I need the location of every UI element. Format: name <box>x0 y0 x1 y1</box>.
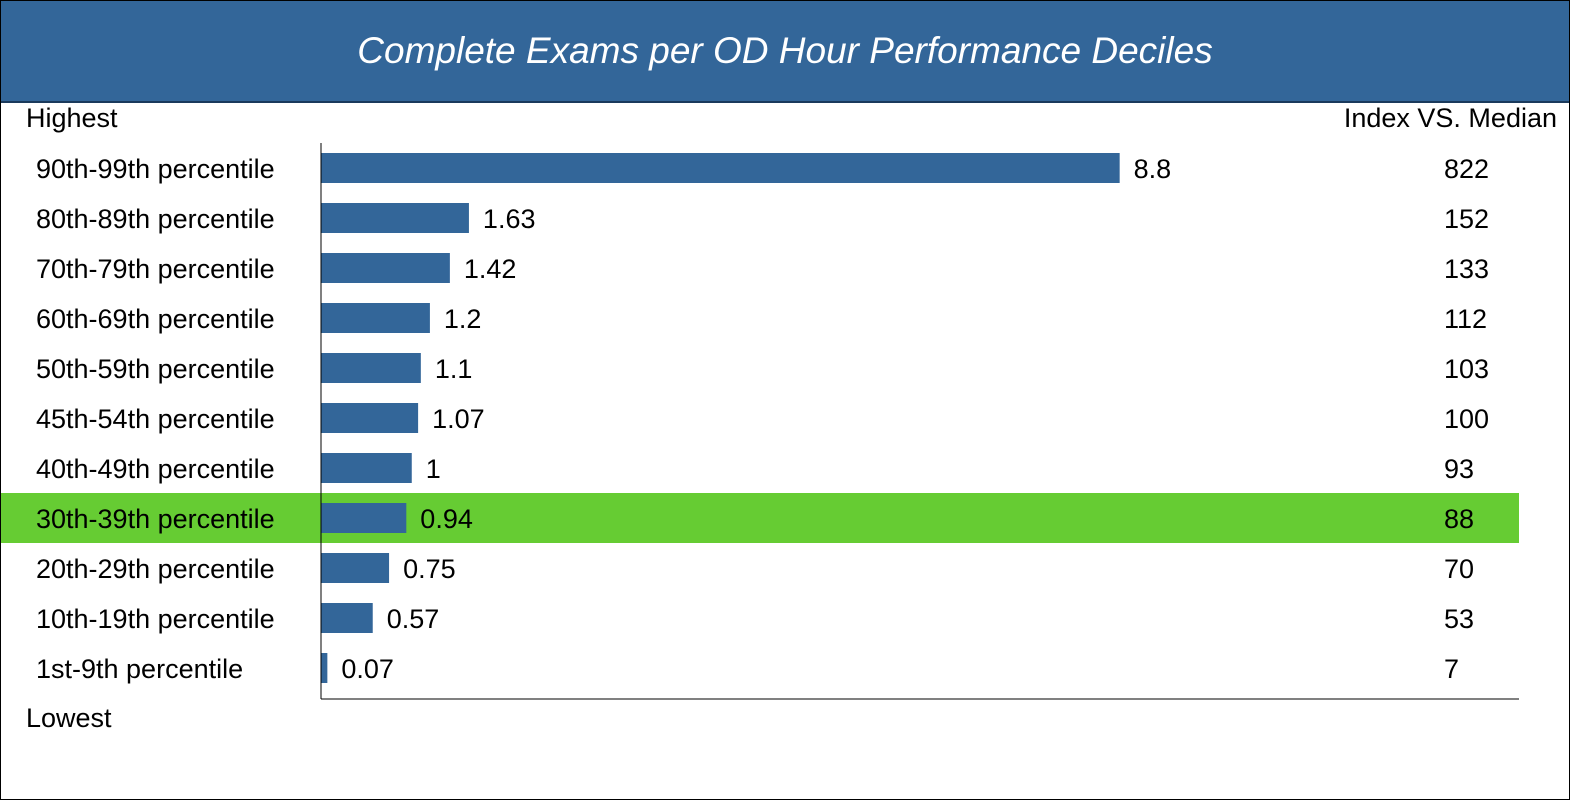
bar <box>321 153 1120 183</box>
category-label: 1st-9th percentile <box>36 654 243 684</box>
highlight-row <box>1 493 1519 543</box>
category-label: 60th-69th percentile <box>36 304 275 334</box>
category-label: 30th-39th percentile <box>36 504 275 534</box>
index-value: 93 <box>1444 454 1474 484</box>
bar <box>321 353 421 383</box>
lowest-label: Lowest <box>26 703 112 733</box>
chart-title: Complete Exams per OD Hour Performance D… <box>357 30 1213 71</box>
bar <box>321 253 450 283</box>
index-value: 112 <box>1444 304 1487 334</box>
category-label: 50th-59th percentile <box>36 354 275 384</box>
index-value: 7 <box>1444 654 1459 684</box>
value-label: 1.42 <box>464 254 517 284</box>
value-label: 0.94 <box>420 504 473 534</box>
bar <box>321 653 328 683</box>
index-value: 133 <box>1444 254 1489 284</box>
value-label: 8.8 <box>1134 154 1172 184</box>
bar <box>321 303 430 333</box>
bar <box>321 603 373 633</box>
bar <box>321 203 469 233</box>
highest-label: Highest <box>26 103 118 133</box>
value-label: 1.07 <box>432 404 485 434</box>
index-value: 100 <box>1444 404 1489 434</box>
category-label: 90th-99th percentile <box>36 154 275 184</box>
value-label: 0.75 <box>403 554 456 584</box>
category-label: 70th-79th percentile <box>36 254 275 284</box>
index-vs-median-header: Index VS. Median <box>1343 103 1557 133</box>
value-label: 0.57 <box>387 604 440 634</box>
value-label: 1 <box>426 454 441 484</box>
bar <box>321 453 412 483</box>
category-label: 40th-49th percentile <box>36 454 275 484</box>
index-value: 103 <box>1444 354 1489 384</box>
index-value: 152 <box>1444 204 1489 234</box>
bar <box>321 503 407 533</box>
index-value: 53 <box>1444 604 1474 634</box>
category-label: 45th-54th percentile <box>36 404 275 434</box>
index-value: 822 <box>1444 154 1489 184</box>
chart-header: Complete Exams per OD Hour Performance D… <box>1 1 1569 103</box>
category-label: 80th-89th percentile <box>36 204 275 234</box>
value-label: 1.63 <box>483 204 536 234</box>
value-label: 1.2 <box>444 304 482 334</box>
bar <box>321 553 390 583</box>
category-label: 10th-19th percentile <box>36 604 275 634</box>
index-value: 70 <box>1444 554 1474 584</box>
category-label: 20th-29th percentile <box>36 554 275 584</box>
bar <box>321 403 419 433</box>
value-label: 1.1 <box>435 354 473 384</box>
index-value: 88 <box>1444 504 1474 534</box>
value-label: 0.07 <box>341 654 394 684</box>
